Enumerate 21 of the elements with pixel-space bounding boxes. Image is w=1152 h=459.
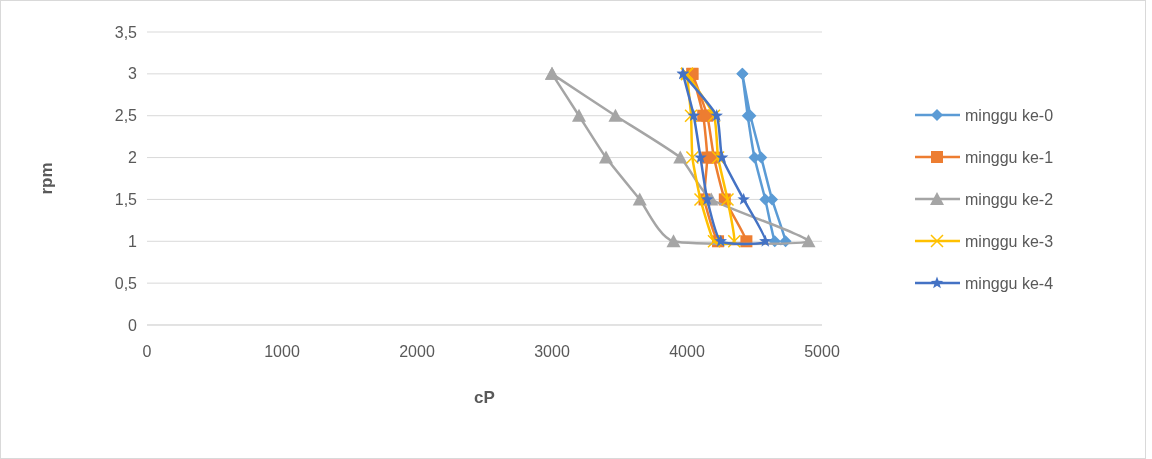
y-tick-label: 0,5 [114,274,138,292]
y-tick-label: 3,5 [114,23,138,41]
legend-label: minggu ke-2 [965,190,1054,208]
x-tick-label: 1000 [264,343,300,360]
x-tick-label: 0 [142,343,152,360]
y-tick-label: 2 [128,149,138,167]
legend-label: minggu ke-0 [965,106,1054,124]
legend-label: minggu ke-3 [965,232,1054,250]
legend-label: minggu ke-4 [965,274,1054,292]
y-axis-title: rpm [37,162,56,195]
x-tick-label: 4000 [669,343,705,360]
x-tick-label: 3000 [534,343,570,360]
y-tick-label: 0 [128,316,138,334]
y-tick-label: 1 [128,232,138,250]
legend-label: minggu ke-1 [965,148,1054,166]
x-tick-label: 5000 [804,343,840,360]
y-tick-label: 1,5 [114,191,138,209]
x-tick-label: 2000 [399,343,435,360]
y-tick-label: 2,5 [114,107,138,125]
y-tick-label: 3 [128,65,138,83]
x-axis-title: cP [474,388,495,407]
